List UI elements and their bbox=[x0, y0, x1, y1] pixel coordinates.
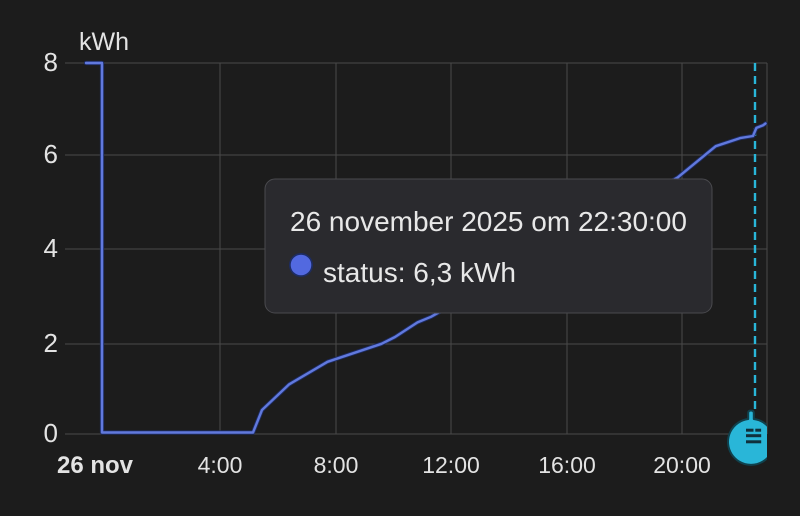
svg-text:4:00: 4:00 bbox=[198, 452, 243, 478]
svg-text:12:00: 12:00 bbox=[422, 452, 480, 478]
svg-text:2: 2 bbox=[44, 328, 58, 358]
svg-text:4: 4 bbox=[44, 233, 58, 263]
svg-text:6: 6 bbox=[44, 139, 58, 169]
svg-text:status: 6,3 kWh: status: 6,3 kWh bbox=[323, 257, 516, 288]
svg-text:0: 0 bbox=[44, 418, 58, 448]
svg-text:26 november 2025 om 22:30:00: 26 november 2025 om 22:30:00 bbox=[290, 206, 687, 237]
svg-text:8: 8 bbox=[44, 47, 58, 77]
svg-text:8:00: 8:00 bbox=[314, 452, 359, 478]
svg-text:20:00: 20:00 bbox=[653, 452, 711, 478]
svg-text:kWh: kWh bbox=[79, 28, 129, 56]
svg-text:26 nov: 26 nov bbox=[57, 452, 134, 479]
svg-text:16:00: 16:00 bbox=[538, 452, 596, 478]
